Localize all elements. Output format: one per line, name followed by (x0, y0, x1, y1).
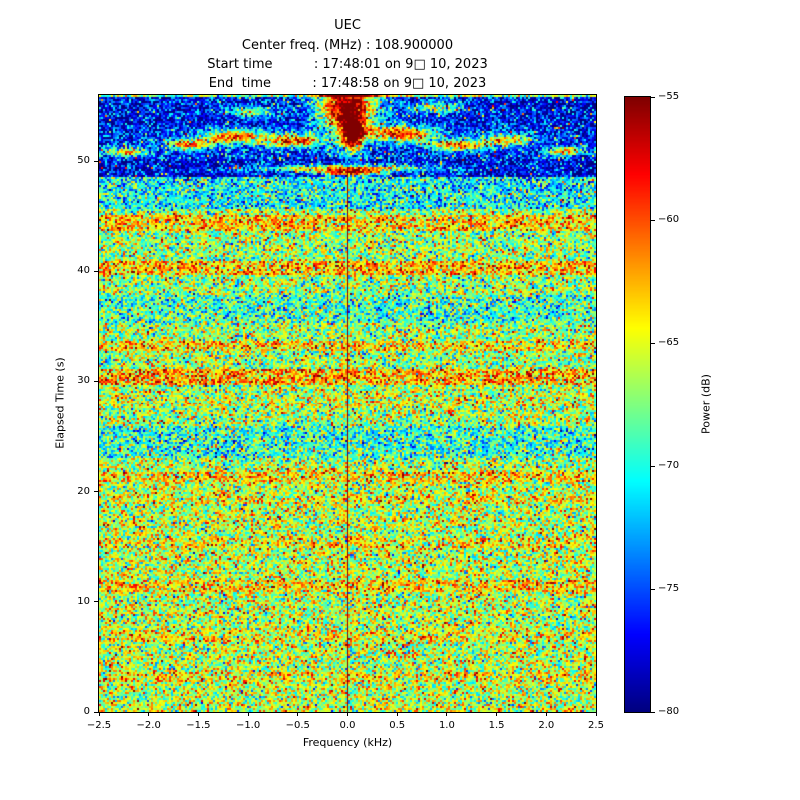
x-tick-label: 0.0 (339, 720, 356, 731)
x-tick-mark (496, 712, 498, 716)
end-time-line: End time : 17:48:58 on 9□ 10, 2023 (208, 76, 487, 91)
x-tick-label: −2.0 (136, 720, 161, 731)
y-tick-mark (94, 601, 98, 603)
center-freq-line: Center freq. (MHz) : 108.900000 (241, 38, 454, 53)
x-tick-label: 2.0 (538, 720, 555, 731)
x-tick-mark (297, 712, 299, 716)
x-tick-label: −1.5 (186, 720, 211, 731)
colorbar-tick-label: −60 (658, 214, 680, 225)
y-tick-label: 0 (83, 706, 90, 717)
x-tick-label: −2.5 (86, 720, 112, 731)
y-tick-label: 50 (77, 155, 90, 167)
x-tick-mark (595, 712, 597, 716)
x-tick-label: 1.0 (438, 720, 455, 731)
colorbar-tick-label: −80 (658, 706, 680, 717)
x-tick-mark (197, 712, 199, 716)
colorbar-tick-mark (651, 465, 655, 467)
y-tick-label: 30 (77, 375, 90, 387)
y-tick-mark (94, 270, 98, 272)
y-axis-label: Elapsed Time (s) (53, 357, 67, 449)
x-tick-mark (247, 712, 249, 716)
start-time-line: Start time : 17:48:01 on 9□ 10, 2023 (207, 57, 488, 72)
x-tick-mark (545, 712, 547, 716)
y-tick-mark (94, 380, 98, 382)
y-tick-mark (94, 711, 98, 713)
colorbar-tick-label: −65 (658, 337, 680, 348)
colorbar-tick-label: −55 (658, 91, 680, 102)
y-tick-label: 40 (77, 265, 90, 277)
x-tick-mark (148, 712, 150, 716)
colorbar-tick-label: −75 (658, 583, 680, 594)
x-tick-label: 2.5 (588, 720, 604, 731)
x-tick-mark (396, 712, 398, 716)
colorbar (624, 96, 651, 713)
x-tick-label: −1.0 (235, 720, 261, 731)
y-tick-label: 10 (77, 595, 90, 607)
y-tick-mark (94, 160, 98, 162)
colorbar-tick-label: −70 (658, 460, 680, 471)
x-tick-label: −0.5 (285, 720, 310, 731)
colorbar-tick-mark (651, 96, 655, 98)
y-tick-mark (94, 491, 98, 493)
x-axis-label: Frequency (kHz) (302, 736, 393, 749)
y-tick-label: 20 (77, 485, 90, 497)
colorbar-tick-mark (651, 342, 655, 344)
x-tick-label: 0.5 (389, 720, 406, 731)
colorbar-tick-mark (651, 219, 655, 221)
plot-title: UEC (334, 18, 361, 33)
colorbar-tick-mark (651, 588, 655, 590)
spectrogram-heatmap (98, 94, 597, 713)
x-tick-label: 1.5 (488, 720, 505, 731)
x-tick-mark (446, 712, 448, 716)
colorbar-tick-mark (651, 711, 655, 713)
colorbar-label: Power (dB) (699, 374, 713, 434)
x-tick-mark (98, 712, 100, 716)
x-tick-mark (347, 712, 348, 716)
